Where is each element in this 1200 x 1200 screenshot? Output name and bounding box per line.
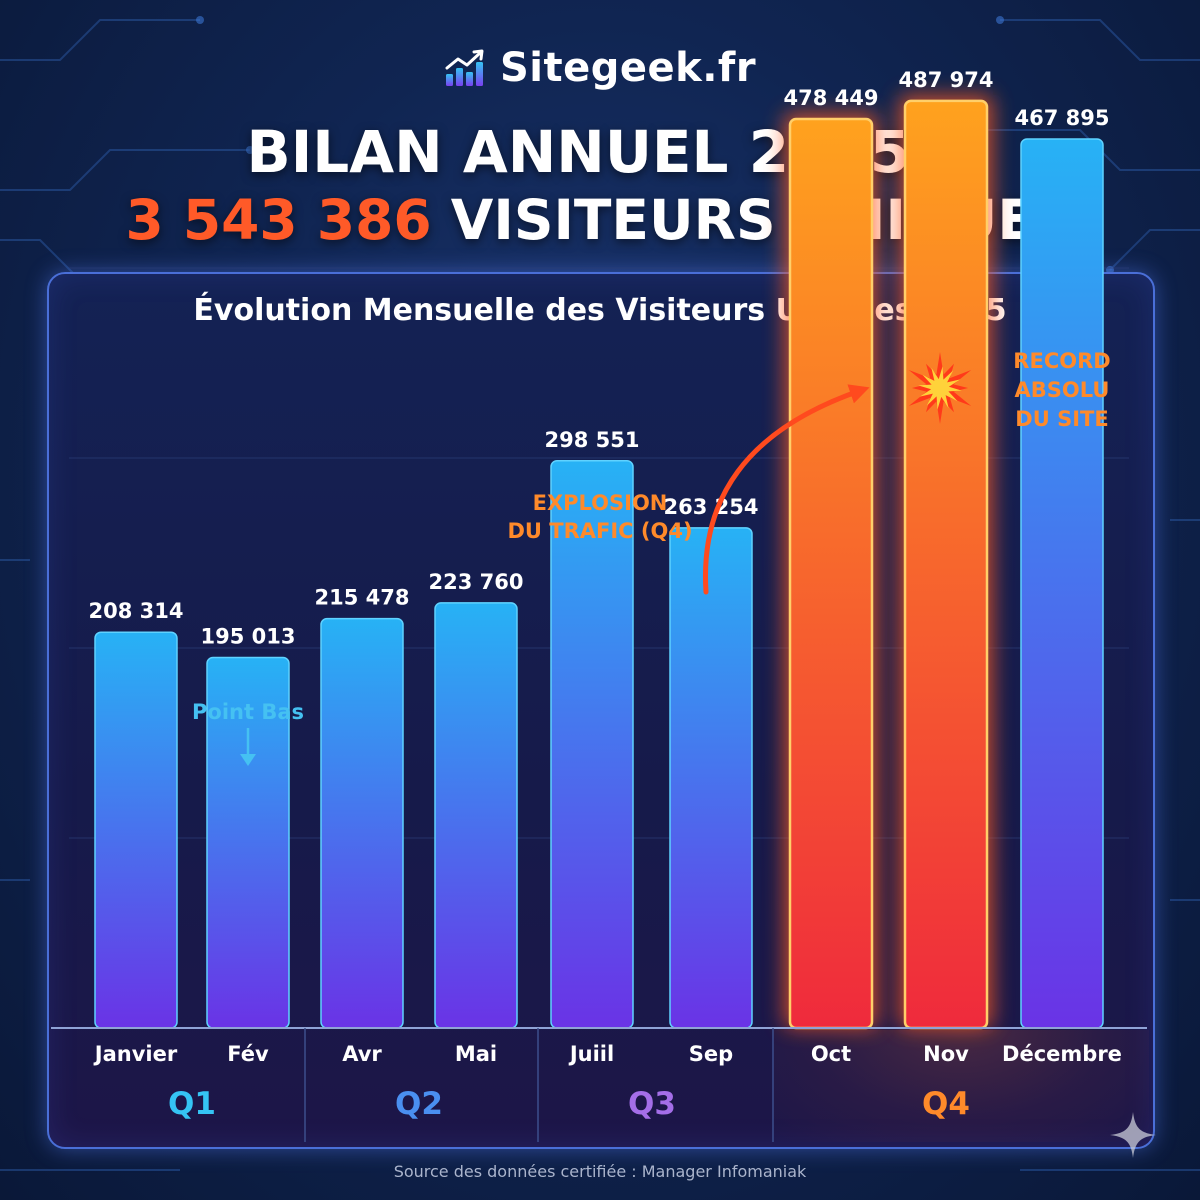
brand-header: Sitegeek.fr [0, 38, 1200, 98]
value-label-5: 298 551 [545, 428, 640, 452]
value-label-3: 215 478 [315, 586, 410, 610]
bar-7 [788, 117, 874, 1030]
bar-6 [669, 527, 753, 1029]
x-tick-label-8: Nov [923, 1042, 969, 1066]
x-tick-label-6: Sep [689, 1042, 733, 1066]
quarter-label-q1: Q1 [168, 1086, 216, 1122]
x-tick-label-4: Mai [455, 1042, 497, 1066]
bar-1 [94, 631, 178, 1029]
x-tick-label-5: Juiil [568, 1042, 614, 1066]
bar-3 [320, 617, 404, 1029]
bar-9 [1020, 138, 1104, 1029]
bar-5 [550, 460, 634, 1029]
explosion-annotation-line2: DU TRAFIC (Q4) [507, 519, 692, 543]
explosion-arrow [702, 384, 870, 595]
quarter-label-q2: Q2 [395, 1086, 443, 1122]
brand-name: Sitegeek.fr [499, 45, 757, 91]
trending-bar-chart-icon [445, 49, 484, 86]
bar-8 [903, 99, 989, 1030]
bar-4 [434, 602, 518, 1029]
quarter-label-q4: Q4 [922, 1086, 970, 1122]
quarter-label-q3: Q3 [628, 1086, 676, 1122]
q4-highlight-background [773, 1030, 1149, 1142]
value-label-7: 478 449 [784, 86, 879, 110]
x-tick-label-1: Janvier [93, 1042, 178, 1066]
explosion-annotation-line1: EXPLOSION [533, 491, 668, 515]
record-annotation-line2: ABSOLU [1015, 378, 1110, 402]
x-tick-label-3: Avr [342, 1042, 382, 1066]
x-tick-label-2: Fév [227, 1042, 269, 1066]
value-label-6: 263 254 [664, 495, 759, 519]
low-point-annotation: Point Bas [192, 700, 304, 724]
x-tick-label-9: Décembre [1002, 1042, 1122, 1066]
value-label-1: 208 314 [89, 599, 184, 623]
x-tick-label-7: Oct [811, 1042, 851, 1066]
value-label-4: 223 760 [429, 570, 524, 594]
sparkle-icon [1110, 1112, 1156, 1158]
value-label-8: 487 974 [899, 68, 994, 92]
headline-total-visitors: 3 543 386 [125, 188, 432, 252]
record-annotation-line3: DU SITE [1015, 407, 1108, 431]
starburst-icon-core [918, 366, 962, 410]
source-note: Source des données certifiée : Manager I… [393, 1162, 807, 1181]
record-annotation-line1: RECORD [1013, 349, 1110, 373]
value-label-9: 467 895 [1015, 106, 1110, 130]
value-label-2: 195 013 [201, 624, 296, 648]
low-point-arrow-head [240, 754, 256, 766]
